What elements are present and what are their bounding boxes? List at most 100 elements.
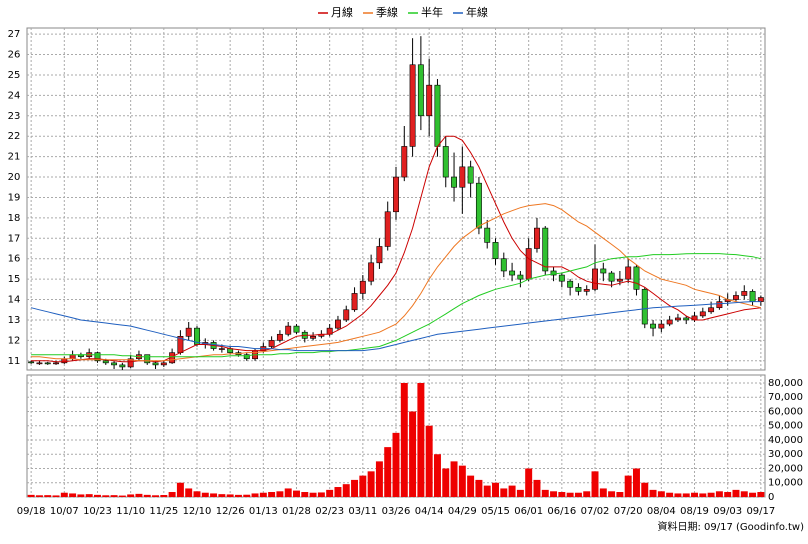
volume-bar <box>60 492 68 497</box>
volume-bar <box>210 493 218 497</box>
volume-bar <box>284 488 292 497</box>
volume-bar <box>127 494 135 497</box>
volume-bar <box>409 411 417 497</box>
ma-line <box>30 301 761 352</box>
x-tick-label: 11/25 <box>149 506 178 517</box>
volume-bar <box>342 484 350 497</box>
volume-bar <box>682 493 690 497</box>
y-tick-label: 21 <box>8 152 21 163</box>
x-tick-label: 03/26 <box>382 506 411 517</box>
volume-bar <box>724 492 732 497</box>
volume-bar <box>550 491 558 497</box>
volume-bar <box>632 468 640 497</box>
candle-body <box>608 272 615 282</box>
volume-bar <box>276 491 284 497</box>
x-tick-label: 11/10 <box>116 506 145 517</box>
candle-body <box>442 146 449 178</box>
y-tick-label: 27 <box>8 29 21 40</box>
candle-body <box>558 274 565 282</box>
candle-body <box>384 211 391 247</box>
candle-body <box>658 323 665 329</box>
candle-body <box>36 362 43 365</box>
x-tick-label: 01/13 <box>249 506 278 517</box>
candle-body <box>393 176 399 213</box>
candle-body <box>335 319 341 329</box>
volume-bar <box>259 492 267 497</box>
volume-bar <box>193 491 201 497</box>
candle-body <box>243 354 250 360</box>
legend-label: 年線 <box>466 5 488 19</box>
candle-body <box>459 166 466 188</box>
y-tick-label: 20 <box>8 172 21 183</box>
y-tick-label: 13 <box>8 315 21 326</box>
candle-body <box>583 289 590 292</box>
legend-label: 月線 <box>331 5 353 19</box>
volume-bar <box>334 487 342 497</box>
candle-body <box>185 327 192 337</box>
candle-body <box>160 362 167 366</box>
candle-body <box>542 227 549 272</box>
candle-body <box>757 297 764 302</box>
volume-tick-label: 30,000 <box>768 449 803 460</box>
candle-body <box>600 268 607 274</box>
ma-line <box>31 135 761 363</box>
volume-bar <box>442 468 450 497</box>
candle-body <box>509 270 516 276</box>
volume-bar <box>234 494 242 497</box>
x-tick-label: 04/14 <box>415 506 444 517</box>
candle-body <box>567 280 574 288</box>
candle-body <box>276 333 283 341</box>
y-tick-label: 12 <box>8 335 21 346</box>
volume-bar <box>118 495 126 497</box>
candle-body <box>475 182 482 229</box>
candle-body <box>451 176 457 188</box>
candle-body <box>268 340 275 347</box>
volume-bar <box>417 382 425 497</box>
volume-bar <box>508 485 516 497</box>
volume-bar <box>425 425 433 497</box>
volume-bar <box>102 495 110 497</box>
volume-bar <box>525 468 533 497</box>
candle-body <box>633 266 640 290</box>
volume-bar <box>740 491 748 497</box>
y-tick-label: 14 <box>8 295 21 306</box>
candle-body <box>218 348 225 350</box>
volume-bar <box>375 461 383 497</box>
volume-bar <box>674 493 682 497</box>
volume-bar <box>608 491 616 497</box>
x-tick-label: 09/18 <box>17 506 46 517</box>
y-tick-label: 11 <box>8 356 21 367</box>
candle-body <box>699 311 706 317</box>
volume-bar <box>574 492 582 497</box>
candle-body <box>592 268 598 290</box>
candle-body <box>293 325 300 333</box>
volume-bar <box>616 492 624 497</box>
volume-bar <box>566 492 574 497</box>
volume-bar <box>483 485 491 497</box>
volume-bar <box>749 492 757 497</box>
candle-body <box>616 278 623 282</box>
candle-body <box>733 295 739 300</box>
x-tick-label: 12/26 <box>216 506 245 517</box>
candle-body <box>534 227 540 249</box>
volume-bar <box>176 482 184 497</box>
volume-bar <box>152 495 160 497</box>
volume-bar <box>268 492 276 497</box>
volume-bar <box>293 490 300 497</box>
volume-bar <box>226 494 234 497</box>
x-tick-label: 07/20 <box>614 506 643 517</box>
candle-body <box>484 227 491 243</box>
candle-body <box>434 84 441 147</box>
candle-body <box>102 360 109 364</box>
candle-body <box>749 291 756 302</box>
volume-bar <box>624 475 632 497</box>
candle-body <box>111 362 118 366</box>
volume-tick-label: 0 <box>768 492 774 503</box>
y-tick-label: 19 <box>8 192 21 203</box>
volume-bar <box>467 475 475 497</box>
volume-bar <box>583 491 591 497</box>
candle-body <box>517 274 524 280</box>
volume-bar <box>69 493 77 497</box>
volume-bar <box>657 491 665 497</box>
candle-body <box>69 354 76 360</box>
